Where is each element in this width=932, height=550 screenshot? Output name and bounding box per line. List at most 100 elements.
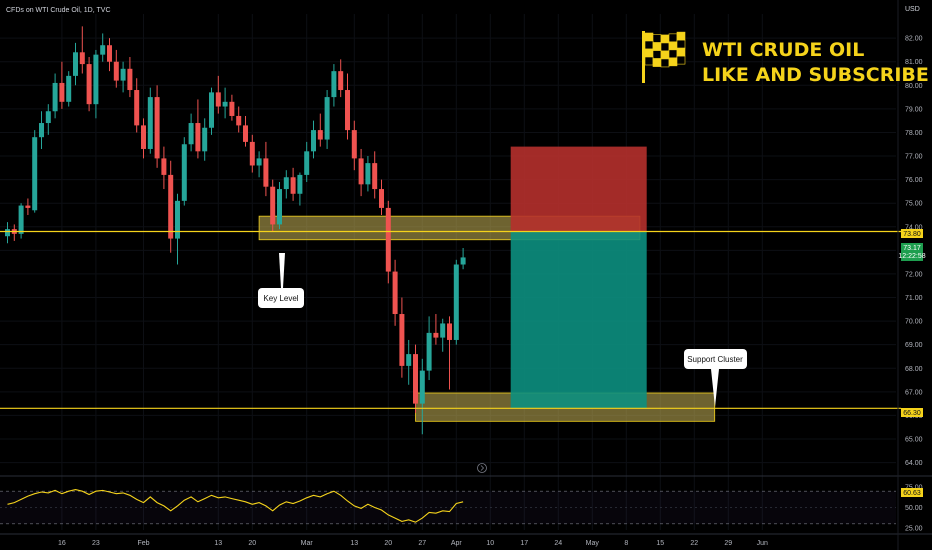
candle [317,113,323,147]
candle-body [18,205,24,234]
candle [270,179,276,232]
candle [113,49,119,88]
candle [433,314,439,345]
candle-body [345,90,350,131]
candle [256,151,262,178]
candle [93,49,99,119]
candle-body [317,130,323,140]
candle-body [5,229,10,237]
candle-body [39,123,44,138]
candle [379,179,384,215]
candle-body [127,68,133,91]
candle [453,259,459,345]
x-tick-label: 24 [554,540,562,547]
candle-body [236,115,242,126]
candle-body [32,137,38,211]
upper-line-value: 73.80 [903,231,921,238]
candle-body [59,82,65,102]
candle [127,57,133,98]
candle-body [331,71,337,98]
candle [440,318,446,352]
candle [39,111,44,149]
grid [0,14,896,530]
levels-layer [0,230,901,409]
stop-loss-box[interactable] [510,146,647,232]
candle [331,64,337,107]
current-price-value: 73.17 [903,245,921,252]
x-tick-label: 15 [656,540,664,547]
support-cluster-box [684,349,747,369]
x-tick-label: 27 [418,540,426,547]
candle [18,203,24,239]
y-tick-label: 71.00 [905,295,923,302]
candle [460,248,466,270]
candle-body [311,130,316,152]
x-tick-label: 16 [58,540,66,547]
short-position-layer[interactable] [510,146,647,409]
x-tick-label: May [586,540,600,547]
support-cluster-callout: Support Cluster [684,349,747,407]
y-tick-label: 70.00 [905,319,923,326]
lower-line-value: 66.30 [903,410,921,417]
promo-line-2: LIKE AND SUBSCRIBE [702,64,929,86]
y-tick-label: 78.00 [905,130,923,137]
candle-body [433,332,439,338]
candle-body [243,125,248,142]
candle [175,193,180,265]
x-tick-label: 8 [624,540,628,547]
candle-body [161,158,167,175]
x-tick-label: 23 [92,540,100,547]
candle [324,90,330,149]
y-tick-label: 74.00 [905,224,923,231]
take-profit-box[interactable] [510,231,647,409]
checkered-flag-icon [642,31,686,83]
candle [73,42,78,86]
candle-body [113,61,119,81]
candle-body [399,314,405,366]
candle [188,113,194,152]
candle [195,99,201,159]
candle [358,148,364,197]
y-tick-label: 64.00 [905,460,923,467]
rsi-value: 60.63 [903,490,921,497]
candle-body [419,370,425,404]
candle [100,33,106,62]
candle-body [270,186,276,225]
key-level-callout: Key Level [258,253,304,308]
x-tick-label: 13 [350,540,358,547]
candle [413,344,418,414]
key-level-label: Key Level [263,294,298,303]
candle [141,118,146,159]
candle-body [460,257,466,265]
candle-body [392,271,398,315]
candle [168,160,174,253]
rsi-tick-label: 25.00 [905,525,923,532]
candle [406,339,412,385]
candle-body [93,54,99,105]
candle [154,85,160,168]
candle [202,118,208,161]
candle [107,38,112,72]
x-tick-label: 20 [384,540,392,547]
candle-body [120,68,126,81]
candle-body [365,163,371,185]
candle [66,71,72,107]
candle-countdown: 12:22:58 [898,253,925,260]
candle [5,222,10,244]
candle-body [25,205,31,208]
replay-icon[interactable] [477,463,487,473]
candle [229,94,235,121]
candle-body [358,158,364,185]
candle [311,120,316,159]
candle-body [324,97,330,140]
x-tick-label: 20 [248,540,256,547]
candle-body [379,189,384,208]
y-tick-label: 81.00 [905,59,923,66]
x-tick-label: 17 [520,540,528,547]
y-tick-label: 69.00 [905,342,923,349]
candle [86,57,92,112]
candle-body [440,323,446,338]
candle [283,170,289,199]
